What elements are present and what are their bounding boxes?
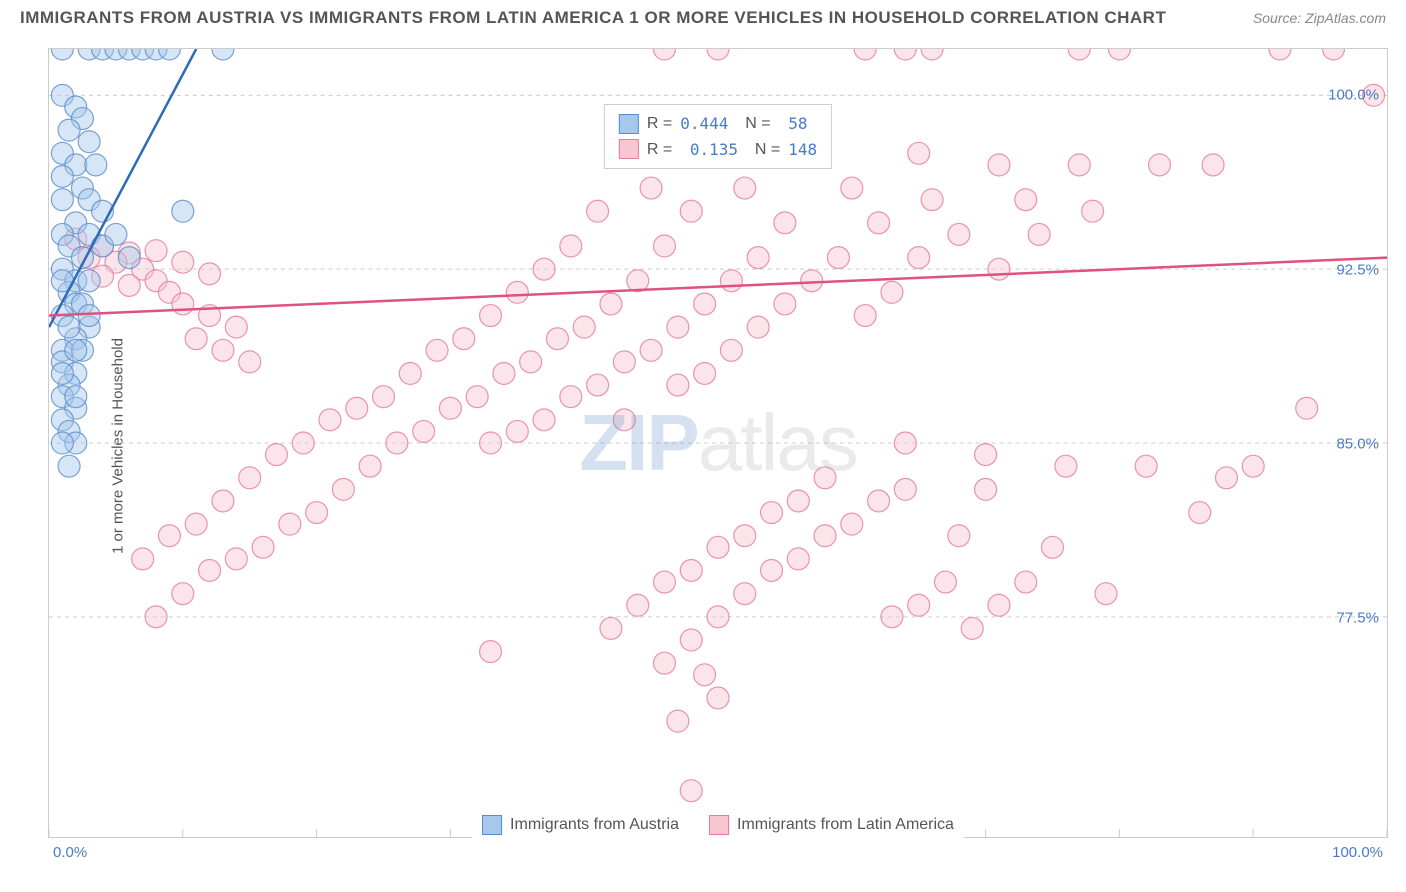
series-swatch-austria xyxy=(482,815,502,835)
x-axis-min-label: 0.0% xyxy=(53,844,87,861)
y-tick-label: 100.0% xyxy=(1328,87,1379,104)
title-bar: IMMIGRANTS FROM AUSTRIA VS IMMIGRANTS FR… xyxy=(0,0,1406,36)
chart-title: IMMIGRANTS FROM AUSTRIA VS IMMIGRANTS FR… xyxy=(20,8,1166,28)
legend-swatch-latin xyxy=(619,139,639,159)
series-legend-austria: Immigrants from Austria xyxy=(482,815,679,835)
y-tick-label: 92.5% xyxy=(1336,261,1379,278)
y-tick-label: 85.0% xyxy=(1336,436,1379,453)
series-legend: Immigrants from Austria Immigrants from … xyxy=(472,811,964,839)
x-axis-max-label: 100.0% xyxy=(1332,844,1383,861)
legend-row-austria: R = 0.444 N = 58 xyxy=(619,111,817,137)
correlation-legend: R = 0.444 N = 58 R = 0.135 N = 148 xyxy=(604,104,832,169)
legend-row-latin: R = 0.135 N = 148 xyxy=(619,137,817,163)
chart-container: ZIPatlas R = 0.444 N = 58 R = 0.135 N = … xyxy=(48,48,1388,838)
series-legend-latin: Immigrants from Latin America xyxy=(709,815,954,835)
source-label: Source: ZipAtlas.com xyxy=(1253,10,1386,26)
y-tick-label: 77.5% xyxy=(1336,610,1379,627)
series-swatch-latin xyxy=(709,815,729,835)
legend-swatch-austria xyxy=(619,114,639,134)
